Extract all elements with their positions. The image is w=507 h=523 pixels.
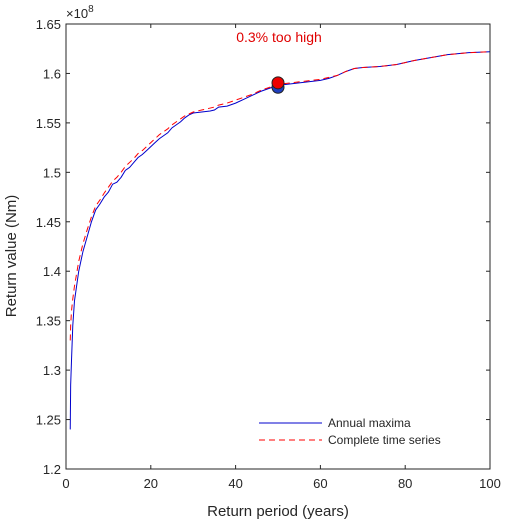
y-tick-label: 1.4 xyxy=(43,264,61,279)
annotation-text: 0.3% too high xyxy=(236,29,322,45)
y-axis-exponent-base: ×10 xyxy=(66,6,88,21)
x-tick-label: 0 xyxy=(62,476,69,491)
x-tick-label: 60 xyxy=(313,476,327,491)
y-tick-label: 1.5 xyxy=(43,165,61,180)
legend-label-annual-maxima: Annual maxima xyxy=(328,416,411,430)
x-axis-ticks: 0 20 40 60 80 100 xyxy=(62,24,501,491)
legend: Annual maxima Complete time series xyxy=(259,416,441,447)
y-tick-label: 1.55 xyxy=(36,116,61,131)
x-tick-label: 80 xyxy=(398,476,412,491)
y-tick-label: 1.65 xyxy=(36,17,61,32)
x-tick-label: 40 xyxy=(228,476,242,491)
y-tick-label: 1.25 xyxy=(36,413,61,428)
plot-lines xyxy=(69,51,491,430)
y-tick-label: 1.3 xyxy=(43,363,61,378)
y-tick-label: 1.6 xyxy=(43,66,61,81)
y-axis-ticks: 1.2 1.25 1.3 1.35 1.4 1.45 1.5 1.55 1.6 1.65 xyxy=(36,17,490,477)
series-line-complete-time-series xyxy=(69,51,491,341)
complete-series-50yr-marker xyxy=(271,76,285,90)
x-tick-label: 100 xyxy=(479,476,501,491)
y-axis-exponent-power: 8 xyxy=(88,4,94,15)
y-tick-label: 1.35 xyxy=(36,314,61,329)
x-axis-label: Return period (years) xyxy=(207,503,349,520)
y-axis-label: Return value (Nm) xyxy=(3,195,20,318)
y-axis-exponent: ×108 xyxy=(66,4,94,21)
y-tick-label: 1.45 xyxy=(36,215,61,230)
plot-markers xyxy=(271,76,285,94)
legend-label-complete-time-series: Complete time series xyxy=(328,433,441,447)
x-tick-label: 20 xyxy=(144,476,158,491)
plot-area-border xyxy=(65,23,491,470)
y-tick-label: 1.2 xyxy=(43,462,61,477)
